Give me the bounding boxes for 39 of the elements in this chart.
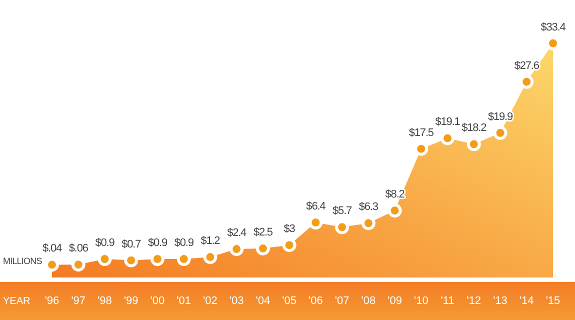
x-tick-label: '96 [44,294,60,307]
data-label: $2.5 [253,226,273,238]
x-tick-label: '05 [282,294,296,307]
y-axis-title: MILLIONS [3,256,42,266]
x-tick-label: '98 [98,294,112,307]
data-label: $17.5 [408,126,434,139]
data-label: $6.4 [306,200,326,213]
data-label: $.04 [42,242,62,255]
x-tick-label: '00 [150,294,165,307]
x-tick-label: '99 [124,294,138,307]
x-tick-label: '11 [440,294,454,307]
x-tick-label: '02 [203,294,218,307]
data-label: $0.9 [95,237,115,250]
x-tick-label: '14 [519,294,534,307]
x-tick-label: '13 [493,294,508,307]
x-tick-label: '03 [229,294,244,307]
x-tick-label: '04 [256,294,270,307]
x-tick-label: '09 [388,294,402,307]
data-label: $5.7 [332,205,352,218]
x-tick-label: '01 [176,294,192,307]
x-tick-label: '10 [414,294,428,307]
x-tick-label: '06 [308,294,323,307]
x-tick-label: '08 [361,294,376,307]
x-axis-title: YEAR [3,296,30,307]
data-label: $1.2 [200,235,220,248]
data-label: $18.2 [462,122,487,134]
data-label: $3 [284,223,296,236]
x-tick-label: '07 [334,294,350,307]
data-label: $33.4 [540,21,566,34]
x-tick-label: '97 [71,294,86,307]
x-tick-label: '15 [546,294,560,307]
data-label: $0.9 [174,237,194,250]
data-label: $6.3 [358,201,378,214]
data-label: $0.9 [148,237,168,250]
x-tick-label: '12 [466,294,482,307]
data-label: $19.1 [435,116,460,128]
data-label: $2.4 [227,227,247,240]
data-label: $0.7 [122,238,142,250]
data-label: $.06 [68,242,88,255]
